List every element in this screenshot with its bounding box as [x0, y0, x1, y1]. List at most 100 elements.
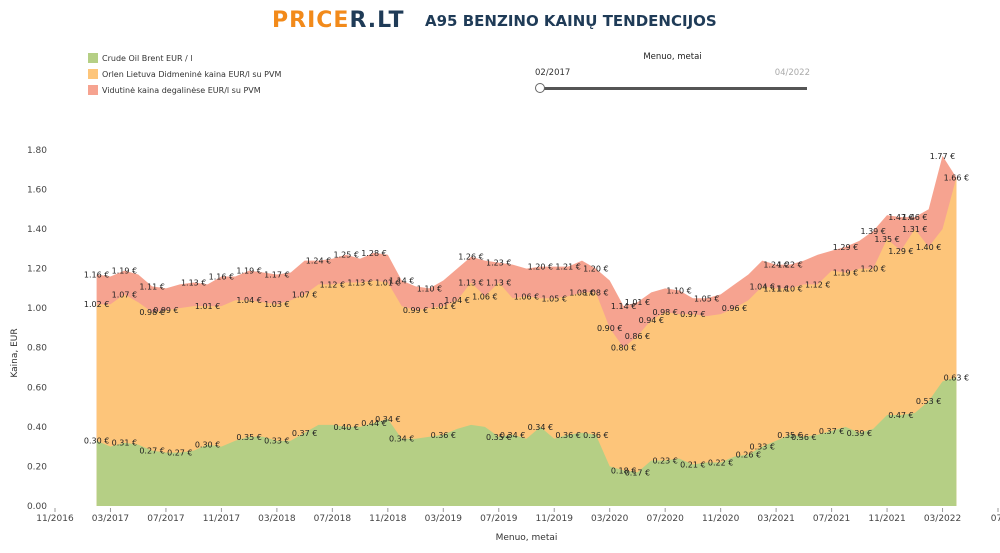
data-label: 0.37 €: [819, 427, 844, 436]
data-label: 0.44 €: [361, 419, 386, 428]
x-tick-label: 03/2020: [591, 514, 629, 524]
data-label: 1.10 €: [417, 284, 442, 293]
data-label: 1.13 €: [347, 278, 372, 287]
slider-end-value: 04/2022: [774, 68, 810, 78]
legend: Crude Oil Brent EUR / l Orlen Lietuva Di…: [88, 50, 281, 98]
legend-label: Crude Oil Brent EUR / l: [102, 53, 193, 63]
x-tick-label: 07/2019: [480, 514, 518, 524]
data-label: 1.20 €: [583, 265, 608, 274]
data-label: 1.10 €: [666, 286, 691, 295]
data-label: 1.16 €: [209, 273, 234, 282]
data-label: 1.25 €: [333, 251, 358, 260]
y-tick-label: 1.40: [27, 225, 47, 235]
data-label: 0.31 €: [112, 439, 137, 448]
data-label: 1.22 €: [777, 261, 802, 270]
legend-item-brent[interactable]: Crude Oil Brent EUR / l: [88, 50, 281, 66]
data-label: 1.47 €: [888, 213, 913, 222]
x-tick-label: 07/2017: [147, 514, 184, 524]
x-tick-label: 11/2016: [36, 514, 74, 524]
y-tick-label: 1.00: [27, 304, 47, 314]
x-tick-label: 11/2018: [369, 514, 407, 524]
x-tick-label: 11/2020: [702, 514, 740, 524]
data-label: 0.53 €: [916, 397, 941, 406]
x-tick-label: 03/2019: [425, 514, 463, 524]
data-label: 0.17 €: [625, 468, 650, 477]
data-label: 1.13 €: [458, 278, 483, 287]
data-label: 1.08 €: [583, 288, 608, 297]
data-label: 1.08 €: [569, 288, 594, 297]
area-series-2: [96, 377, 957, 506]
y-axis-title: Kaina, EUR: [10, 328, 20, 377]
slider-track[interactable]: [539, 87, 807, 90]
header: PRICER.LT A95 BENZINO KAINŲ TENDENCIJOS: [0, 8, 1000, 38]
data-label: 0.63 €: [944, 373, 969, 382]
data-label: 0.99 €: [153, 306, 178, 315]
data-label: 1.26 €: [458, 253, 483, 262]
x-tick-label: 03/2022: [924, 514, 961, 524]
data-label: 1.12 €: [805, 280, 830, 289]
data-label: 0.26 €: [736, 451, 761, 460]
y-tick-label: 1.60: [27, 185, 47, 195]
data-label: 1.14 €: [389, 276, 414, 285]
data-label: 1.04 €: [236, 296, 261, 305]
data-label: 1.24 €: [306, 257, 331, 266]
data-label: 0.35 €: [777, 431, 802, 440]
x-tick-label: 07/2021: [813, 514, 850, 524]
data-label: 1.06 €: [472, 292, 497, 301]
x-tick-label: 07/: [991, 514, 1000, 524]
y-tick-label: 0.00: [27, 502, 47, 512]
data-label: 0.34 €: [375, 415, 400, 424]
data-label: 0.34 €: [500, 431, 525, 440]
data-label: 1.28 €: [361, 249, 386, 258]
data-label: 0.33 €: [264, 437, 289, 446]
slider-handle[interactable]: [535, 83, 545, 93]
data-label: 1.19 €: [112, 267, 137, 276]
data-label: 1.10 €: [777, 284, 802, 293]
data-label: 1.01 €: [375, 278, 400, 287]
data-label: 0.96 €: [722, 304, 747, 313]
data-label: 1.20 €: [860, 265, 885, 274]
data-label: 1.16 €: [84, 271, 109, 280]
logo-suffix: R.LT: [349, 8, 405, 33]
data-label: 1.01 €: [195, 302, 220, 311]
data-label: 0.18 €: [611, 466, 636, 475]
data-label: 0.86 €: [625, 332, 650, 341]
data-label: 0.36 €: [791, 433, 816, 442]
data-label: 0.35 €: [486, 433, 511, 442]
data-label: 0.33 €: [750, 443, 775, 452]
legend-swatch-brent: [88, 53, 98, 63]
x-tick-label: 11/2019: [536, 514, 574, 524]
y-tick-label: 0.80: [27, 344, 47, 354]
data-label: 0.40 €: [333, 423, 358, 432]
date-range-slider: Menuo, metai 02/2017 04/2022: [535, 52, 810, 94]
logo[interactable]: PRICER.LT: [272, 8, 405, 33]
data-label: 1.19 €: [236, 267, 261, 276]
data-label: 1.31 €: [902, 225, 927, 234]
data-label: 1.23 €: [486, 259, 511, 268]
data-label: 0.97 €: [680, 310, 705, 319]
data-label: 1.04 €: [750, 282, 775, 291]
legend-item-retail[interactable]: Vidutinė kaina degalinėse EUR/l su PVM: [88, 82, 281, 98]
x-axis-title: Menuo, metai: [496, 533, 558, 543]
x-tick-label: 07/2020: [646, 514, 684, 524]
data-label: 0.30 €: [195, 441, 220, 450]
data-label: 0.47 €: [888, 411, 913, 420]
slider-start-value: 02/2017: [535, 68, 571, 78]
data-label: 0.90 €: [597, 324, 622, 333]
data-label: 1.06 €: [514, 292, 539, 301]
data-label: 0.36 €: [555, 431, 580, 440]
data-label: 1.14 €: [611, 302, 636, 311]
legend-item-orlen[interactable]: Orlen Lietuva Didmeninė kaina EUR/l su P…: [88, 66, 281, 82]
data-label: 1.11 €: [763, 284, 788, 293]
data-label: 1.20 €: [528, 263, 553, 272]
data-label: 0.30 €: [84, 437, 109, 446]
y-tick-label: 1.80: [27, 146, 47, 156]
x-tick-label: 07/2018: [314, 514, 352, 524]
legend-swatch-orlen: [88, 69, 98, 79]
data-label: 0.36 €: [583, 431, 608, 440]
data-label: 1.21 €: [555, 263, 580, 272]
data-label: 0.22 €: [708, 458, 733, 467]
logo-prefix: PRICE: [272, 8, 350, 33]
y-tick-label: 0.20: [27, 462, 47, 472]
y-tick-label: 1.20: [27, 265, 47, 275]
